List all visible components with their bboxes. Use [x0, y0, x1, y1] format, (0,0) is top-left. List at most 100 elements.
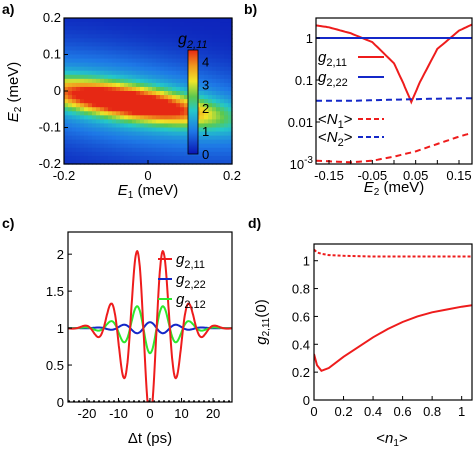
heatmap-cell — [136, 103, 141, 108]
heatmap-cell — [144, 66, 149, 72]
heatmap-cell — [168, 54, 173, 60]
heatmap-cell — [136, 26, 141, 31]
heatmap-cell — [108, 103, 113, 108]
heatmap-cell — [104, 155, 109, 161]
heatmap-cell — [200, 38, 205, 43]
heatmap-cell — [172, 107, 177, 112]
heatmap-cell — [144, 54, 149, 60]
heatmap-cell — [132, 18, 137, 23]
heatmap-cell — [188, 18, 193, 23]
heatmap-cell — [80, 82, 85, 88]
heatmap-cell — [112, 54, 117, 60]
heatmap-cell — [152, 99, 157, 104]
heatmap-cell — [172, 54, 177, 60]
heatmap-cell — [224, 95, 229, 100]
heatmap-cell — [108, 139, 113, 145]
heatmap-cell — [64, 62, 69, 68]
heatmap-cell — [72, 103, 77, 108]
y-tick-label: 1.5 — [46, 284, 64, 299]
heatmap-cell — [200, 22, 205, 27]
heatmap-cell — [216, 74, 221, 80]
heatmap-cell — [200, 78, 205, 84]
heatmap-cell — [168, 159, 173, 165]
x-tick-label: 0.2 — [334, 404, 352, 419]
heatmap-cell — [152, 66, 157, 72]
heatmap-cell — [96, 30, 101, 35]
heatmap-cell — [68, 111, 73, 116]
heatmap-cell — [136, 99, 141, 104]
heatmap-cell — [132, 46, 137, 52]
heatmap-cell — [160, 30, 165, 35]
heatmap-cell — [108, 74, 113, 80]
heatmap-cell — [196, 26, 201, 31]
heatmap-cell — [64, 111, 69, 116]
heatmap-cell — [144, 139, 149, 145]
heatmap-cell — [96, 95, 101, 100]
legend-label: <N1> — [318, 111, 353, 131]
heatmap-cell — [124, 151, 129, 157]
heatmap-cell — [80, 66, 85, 72]
heatmap-cell — [164, 26, 169, 31]
heatmap-cell — [124, 66, 129, 72]
heatmap-cell — [76, 66, 81, 72]
heatmap-cell — [216, 123, 221, 129]
heatmap-cell — [124, 22, 129, 27]
heatmap-cell — [208, 155, 213, 161]
heatmap-cell — [88, 159, 93, 165]
heatmap-cell — [156, 95, 161, 100]
heatmap-cell — [156, 74, 161, 80]
heatmap-cell — [104, 119, 109, 125]
panel-label-a: a) — [2, 1, 14, 17]
heatmap-cell — [212, 115, 217, 120]
heatmap-cell — [208, 86, 213, 92]
heatmap-cell — [88, 58, 93, 64]
heatmap-cell — [112, 26, 117, 31]
heatmap-cell — [80, 103, 85, 108]
heatmap-cell — [200, 155, 205, 161]
heatmap-cell — [132, 91, 137, 96]
heatmap-cell — [204, 151, 209, 157]
heatmap-cell — [72, 155, 77, 161]
heatmap-cell — [228, 159, 233, 165]
heatmap-cell — [84, 127, 89, 133]
heatmap-cell — [144, 131, 149, 137]
heatmap-cell — [84, 82, 89, 88]
heatmap-cell — [160, 111, 165, 116]
heatmap-cell — [224, 147, 229, 153]
heatmap-cell — [220, 42, 225, 47]
heatmap-cell — [200, 159, 205, 165]
heatmap-cell — [124, 70, 129, 76]
heatmap-cell — [188, 155, 193, 161]
heatmap-cell — [220, 82, 225, 88]
heatmap-cell — [72, 135, 77, 141]
heatmap-cell — [96, 147, 101, 153]
heatmap-cell — [132, 34, 137, 39]
heatmap-cell — [128, 135, 133, 141]
heatmap-cell — [160, 155, 165, 161]
heatmap-cell — [72, 82, 77, 88]
heatmap-cell — [212, 46, 217, 52]
heatmap-cell — [100, 74, 105, 80]
y-tick-label: 0.4 — [292, 337, 310, 352]
heatmap-cell — [80, 54, 85, 60]
heatmap-cell — [72, 62, 77, 68]
heatmap-cell — [176, 86, 181, 92]
legend-label: g2,11 — [318, 49, 347, 69]
heatmap-cell — [104, 70, 109, 76]
heatmap-cell — [80, 127, 85, 133]
heatmap-cell — [188, 22, 193, 27]
heatmap-cell — [116, 18, 121, 23]
heatmap-cell — [68, 107, 73, 112]
heatmap-cell — [224, 78, 229, 84]
heatmap-cell — [96, 78, 101, 84]
heatmap-cell — [88, 18, 93, 23]
heatmap-cell — [112, 70, 117, 76]
heatmap-cell — [204, 74, 209, 80]
plot-c-frame — [67, 231, 233, 403]
heatmap-cell — [116, 91, 121, 96]
heatmap-cell — [104, 78, 109, 84]
heatmap-cell — [148, 95, 153, 100]
heatmap-cell — [140, 30, 145, 35]
heatmap-cell — [216, 151, 221, 157]
heatmap-cell — [132, 127, 137, 133]
